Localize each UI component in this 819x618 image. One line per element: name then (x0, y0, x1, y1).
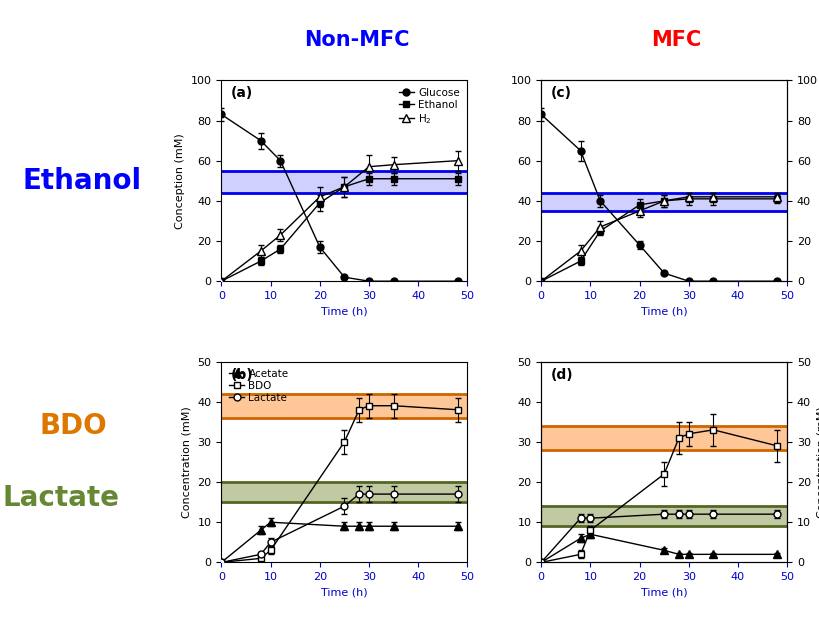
Legend: Acetate, BDO, Lactate: Acetate, BDO, Lactate (226, 366, 291, 405)
X-axis label: Time (h): Time (h) (321, 307, 367, 316)
Text: (a): (a) (231, 87, 253, 100)
X-axis label: Time (h): Time (h) (640, 307, 686, 316)
X-axis label: Time (h): Time (h) (321, 588, 367, 598)
Y-axis label: Concentration (mM): Concentration (mM) (182, 406, 192, 518)
Text: (c): (c) (550, 87, 572, 100)
Bar (541, 426, 786, 450)
Text: Non-MFC: Non-MFC (304, 30, 409, 50)
Text: BDO: BDO (40, 412, 107, 440)
X-axis label: Time (h): Time (h) (640, 588, 686, 598)
Bar (221, 171, 467, 193)
Text: (d): (d) (550, 368, 573, 381)
Bar (221, 482, 467, 502)
Y-axis label: Concentration (mM): Concentration (mM) (816, 406, 819, 518)
Text: Ethanol: Ethanol (22, 167, 142, 195)
Bar (541, 506, 786, 527)
Text: MFC: MFC (650, 30, 701, 50)
Text: Lactate: Lactate (3, 484, 120, 512)
Bar (541, 193, 786, 211)
Legend: Glucose, Ethanol, H$_2$: Glucose, Ethanol, H$_2$ (396, 85, 462, 128)
Y-axis label: Conception (mM): Conception (mM) (175, 133, 185, 229)
Bar (221, 394, 467, 418)
Text: (b): (b) (231, 368, 254, 381)
